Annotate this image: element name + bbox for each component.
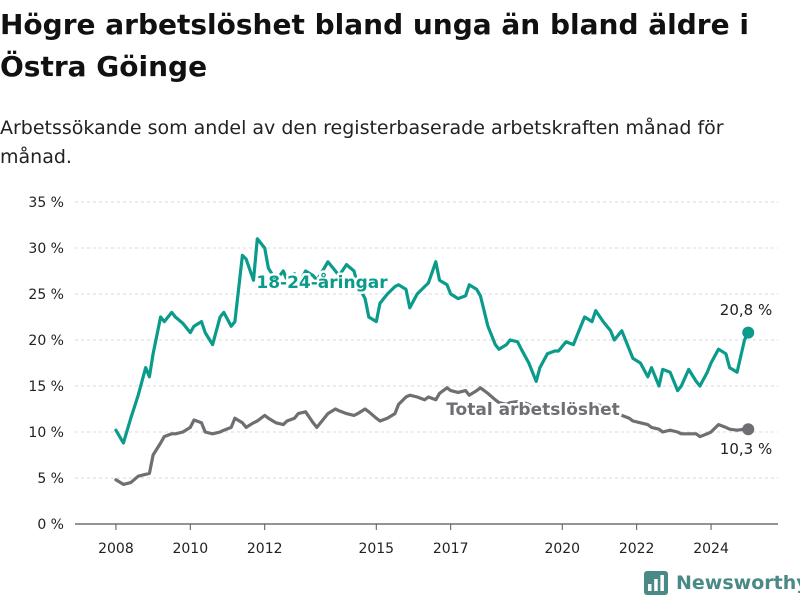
y-tick-label: 0 % [37, 517, 64, 533]
series-label-total: Total arbetslöshet [446, 400, 620, 420]
x-tick-label: 2015 [358, 541, 394, 557]
series-line-youth [114, 237, 750, 445]
end-label-total: 10,3 % [720, 440, 772, 458]
x-tick-label: 2008 [98, 541, 134, 557]
y-tick-label: 20 % [28, 333, 64, 349]
series-label-youth: 18-24-åringar [256, 271, 388, 293]
grid [75, 201, 778, 525]
end-label-youth: 20,8 % [720, 301, 772, 319]
x-tick-label: 2012 [247, 541, 283, 557]
series-line-total [114, 386, 750, 486]
end-point-youth [742, 326, 755, 339]
newsworthy-logo: Newsworthy [644, 570, 800, 596]
x-tick-label: 2022 [619, 541, 655, 557]
series-layer [114, 237, 755, 486]
x-tick-label: 2020 [544, 541, 580, 557]
x-tick-label: 2010 [172, 541, 208, 557]
y-tick-label: 15 % [28, 379, 64, 395]
y-tick-label: 35 % [28, 195, 64, 211]
x-tick-label: 2017 [433, 541, 469, 557]
x-tick-label: 2024 [693, 541, 729, 557]
chart-subtitle: Arbetssökande som andel av den registerb… [0, 117, 724, 168]
y-tick-label: 5 % [37, 471, 64, 487]
end-point-total [742, 423, 755, 436]
y-tick-label: 30 % [28, 241, 64, 257]
y-tick-label: 25 % [28, 287, 64, 303]
chart-title: Högre arbetslöshet bland unga än bland ä… [0, 8, 749, 83]
y-tick-label: 10 % [28, 425, 64, 441]
y-axis: 0 % 5 % 10 % 15 % 20 % 25 % 30 % 35 % [28, 195, 64, 533]
x-axis: 2008 2010 2012 2015 2017 2020 2022 2024 [98, 524, 729, 557]
brand-name: Newsworthy [676, 572, 800, 594]
bar-chart-logo-icon [644, 571, 668, 595]
